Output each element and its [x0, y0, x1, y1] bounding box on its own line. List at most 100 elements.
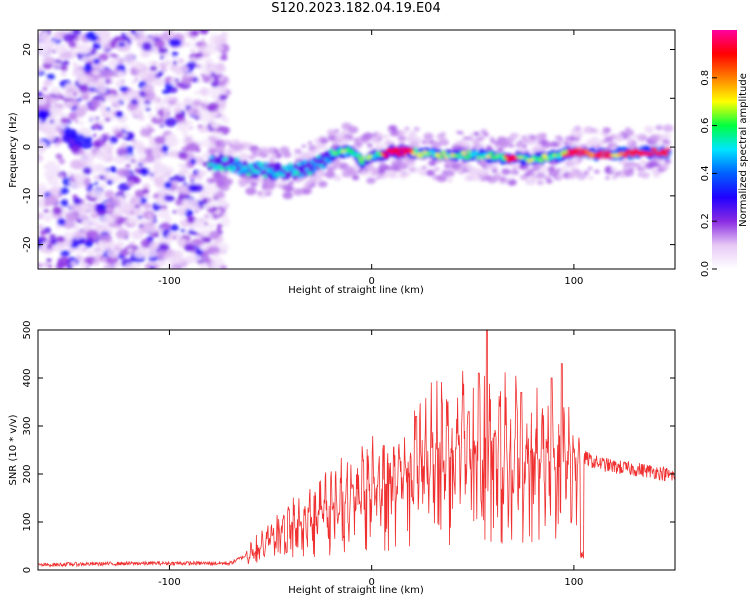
- bottom-y-tick-label: 100: [22, 512, 33, 531]
- ridge-core: [461, 151, 467, 155]
- haze-blob: [596, 139, 605, 146]
- noise-blob: [219, 55, 228, 61]
- noise-blob: [151, 148, 162, 156]
- haze-blob: [556, 174, 564, 180]
- haze-blob: [541, 141, 552, 149]
- noise-blob: [59, 31, 66, 37]
- haze-blob: [398, 172, 408, 179]
- noise-blob: [58, 173, 64, 179]
- haze-blob: [261, 148, 268, 153]
- noise-blob: [79, 247, 84, 252]
- bottom-x-tick-label: 100: [564, 577, 583, 588]
- ridge-core: [238, 163, 244, 168]
- noise-blob: [38, 109, 48, 120]
- noise-blob: [160, 66, 168, 73]
- top-x-tick-label: 0: [368, 276, 374, 287]
- noise-blob: [48, 188, 60, 196]
- haze-blob: [228, 143, 234, 148]
- ridge-core: [220, 167, 226, 172]
- ridge-core: [273, 175, 279, 180]
- haze-blob: [371, 168, 380, 175]
- noise-blob: [204, 58, 214, 66]
- noise-blob: [102, 43, 111, 50]
- noise-blob: [94, 30, 109, 38]
- ridge-core: [438, 155, 444, 160]
- noise-blob: [199, 30, 209, 35]
- noise-blob: [176, 122, 186, 132]
- top-y-axis-label: Frequency (Hz): [8, 112, 19, 188]
- colorbar-tick-label: 0.8: [700, 70, 711, 86]
- haze-blob: [567, 172, 577, 180]
- noise-blob: [116, 168, 131, 177]
- ridge-core: [228, 164, 234, 168]
- ridge-core: [343, 151, 349, 156]
- noise-blob: [200, 73, 206, 78]
- haze-blob: [324, 170, 336, 179]
- bottom-x-axis-label: Height of straight line (km): [288, 585, 424, 596]
- ridge-core: [458, 155, 464, 159]
- noise-blob: [151, 116, 164, 125]
- noise-blob: [135, 140, 144, 148]
- ridge-core: [325, 157, 331, 161]
- haze-blob: [341, 129, 350, 135]
- bottom-plot-frame: [37, 329, 676, 571]
- haze-blob: [447, 178, 453, 183]
- haze-blob: [326, 129, 337, 137]
- haze-blob: [248, 154, 256, 160]
- noise-blob: [197, 233, 203, 237]
- ridge-core: [372, 155, 378, 159]
- haze-blob: [269, 153, 277, 160]
- noise-blob: [177, 69, 183, 73]
- haze-blob: [521, 135, 526, 139]
- noise-blob: [202, 161, 209, 167]
- haze-blob: [566, 143, 572, 147]
- noise-blob: [111, 167, 117, 173]
- noise-blob: [190, 48, 196, 53]
- haze-blob: [328, 163, 336, 169]
- noise-blob: [184, 198, 199, 208]
- noise-blob: [104, 190, 115, 199]
- noise-blob: [50, 40, 57, 46]
- noise-blob: [177, 152, 188, 160]
- noise-blob: [56, 62, 62, 67]
- haze-blob: [610, 141, 617, 147]
- noise-blob: [154, 136, 167, 145]
- haze-blob: [405, 135, 414, 142]
- noise-blob: [55, 262, 65, 269]
- haze-blob: [306, 150, 316, 157]
- noise-blob: [173, 101, 182, 110]
- haze-blob: [483, 175, 492, 181]
- top-x-tick-label: -100: [158, 276, 181, 287]
- noise-blob: [125, 217, 129, 221]
- noise-blob: [57, 217, 66, 226]
- haze-blob: [288, 181, 294, 185]
- ridge-core: [542, 153, 548, 158]
- ridge-core: [435, 152, 441, 157]
- haze-blob: [444, 164, 451, 169]
- haze-blob: [509, 144, 515, 148]
- noise-blob: [93, 142, 102, 148]
- ridge-core: [223, 156, 229, 161]
- ridge-core: [419, 154, 425, 158]
- ridge-core: [600, 150, 606, 155]
- noise-blob: [165, 248, 177, 258]
- noise-blob: [153, 144, 162, 150]
- bottom-y-axis-label: SNR (10 * v/v): [8, 414, 19, 485]
- ridge-core: [565, 153, 570, 157]
- noise-blob: [147, 113, 153, 118]
- noise-blob: [157, 242, 170, 252]
- noise-blob: [41, 236, 47, 241]
- bottom-y-tick-label: 200: [22, 464, 33, 483]
- noise-blob: [65, 100, 74, 107]
- noise-blob: [199, 171, 205, 176]
- chart-title: S120.2023.182.04.19.E04: [271, 1, 441, 16]
- noise-blob: [76, 43, 84, 48]
- haze-blob: [351, 175, 360, 181]
- noise-blob: [137, 70, 149, 79]
- noise-blob: [50, 86, 60, 95]
- ridge-core: [288, 163, 294, 167]
- haze-blob: [366, 143, 373, 148]
- noise-blob: [175, 207, 187, 216]
- haze-blob: [207, 135, 216, 142]
